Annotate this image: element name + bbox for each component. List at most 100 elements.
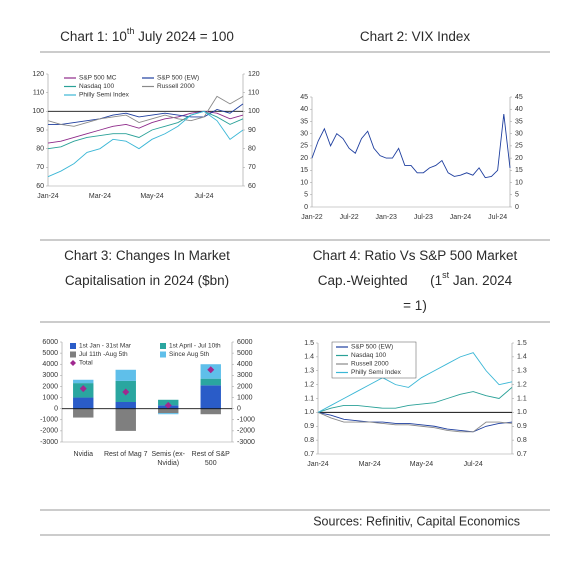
chart-title: = 1) (403, 298, 427, 313)
y-tick-label: 0.7 (304, 451, 314, 458)
title-superscript: th (127, 26, 135, 36)
x-tick-label: Jan-22 (301, 214, 323, 221)
y2-tick-label: 25 (515, 143, 523, 150)
title-text: Chart 1: 10 (60, 29, 127, 44)
y2-tick-label: 1000 (237, 394, 253, 401)
bar-segment (115, 402, 136, 409)
y-tick-label: 1.0 (304, 409, 314, 416)
y2-tick-label: 5000 (237, 350, 253, 357)
legend-label: Russell 2000 (157, 83, 195, 90)
legend-swatch (70, 351, 76, 358)
legend-label: 1st April - Jul 10th (169, 343, 221, 350)
sources: Sources: Refinitiv, Capital Economics (313, 514, 520, 528)
y-tick-label: 5000 (42, 350, 58, 357)
x-tick-label: Jul-24 (464, 461, 483, 468)
total-marker (207, 366, 215, 374)
y-tick-label: 110 (33, 90, 44, 97)
y-tick-label: 15 (300, 167, 308, 174)
bar-segment (200, 408, 221, 415)
legend-label: Nasdaq 100 (79, 83, 114, 90)
title-text: Jan. 2024 (449, 273, 513, 288)
series-line (317, 352, 513, 413)
chart-title: Chart 2: VIX Index (360, 29, 471, 44)
legend-swatch (160, 343, 166, 349)
legend-swatch (70, 343, 76, 349)
total-marker (164, 401, 172, 409)
y2-tick-label: 4000 (237, 361, 253, 368)
chart-title: Chart 3: Changes In Market (64, 248, 230, 263)
y-tick-label: 100 (32, 108, 44, 115)
y-tick-label: 1.3 (304, 368, 314, 375)
x-tick-label: Jul-22 (340, 214, 359, 221)
bar-segment (73, 408, 94, 418)
total-marker (79, 385, 87, 393)
series-line (48, 103, 244, 125)
bar-segment (200, 385, 221, 409)
y-tick-label: 1.4 (304, 354, 314, 361)
y2-tick-label: 100 (248, 108, 260, 115)
y2-tick-label: 3000 (237, 372, 253, 379)
y2-tick-label: 110 (248, 90, 259, 97)
y-tick-label: 0 (304, 204, 308, 211)
legend-swatch (70, 360, 76, 366)
series-line (47, 110, 244, 144)
y-tick-label: 1.2 (304, 381, 314, 388)
chart-title: Chart 1: 10th July 2024 = 100 (60, 26, 234, 43)
y-tick-label: 3000 (42, 372, 58, 379)
y2-tick-label: 1.3 (517, 368, 527, 375)
y2-tick-label: 15 (515, 167, 523, 174)
title-text: Capitalisation in 2024 ($bn) (65, 273, 229, 288)
y-tick-label: 120 (32, 71, 44, 78)
x-tick-label: Jan-24 (450, 214, 472, 221)
y2-tick-label: -1000 (237, 417, 255, 424)
x-tick-label: May-24 (140, 193, 163, 200)
y2-tick-label: 0 (237, 406, 241, 413)
total-marker (122, 388, 130, 396)
legend-label: Philly Semi Index (351, 369, 402, 376)
x-tick-label: Jul-24 (194, 193, 213, 200)
bar-segment (158, 408, 179, 414)
y-tick-label: 80 (36, 146, 44, 153)
chart-title: Capitalisation in 2024 ($bn) (65, 273, 229, 288)
title-text: Cap.-Weighted (1 (318, 273, 442, 288)
x-tick-label: Rest of S&P (192, 451, 230, 458)
y2-tick-label: 80 (248, 146, 256, 153)
bar-segment (73, 379, 94, 384)
y2-tick-label: -3000 (237, 439, 255, 446)
x-tick-label: Mar-24 (89, 193, 111, 200)
y2-tick-label: 2000 (237, 383, 253, 390)
y-tick-label: -3000 (40, 439, 58, 446)
title-text: Chart 2: VIX Index (360, 29, 471, 44)
y2-tick-label: -2000 (237, 428, 255, 435)
chart-title: Chart 4: Ratio Vs S&P 500 Market (313, 248, 518, 263)
x-tick-label: Jan-24 (37, 193, 59, 200)
title-text: Chart 4: Ratio Vs S&P 500 Market (313, 248, 518, 263)
y2-tick-label: 120 (248, 71, 260, 78)
x-tick-label: Semis (ex- (152, 451, 186, 458)
x-tick-label: Jan-24 (307, 461, 329, 468)
legend-label: 1st Jan - 31st Mar (79, 343, 132, 350)
x-tick-label: Rest of Mag 7 (104, 451, 148, 458)
y2-tick-label: 1.1 (517, 395, 527, 402)
title-superscript: st (442, 270, 450, 280)
y2-tick-label: 0 (515, 204, 519, 211)
y2-tick-label: 60 (248, 183, 256, 190)
legend-label: S&P 500 (EW) (157, 75, 199, 82)
y2-tick-label: 1.0 (517, 409, 527, 416)
bar-segment (200, 378, 221, 386)
y2-tick-label: 0.9 (517, 423, 527, 430)
y-tick-label: 0 (54, 406, 58, 413)
y-tick-label: 1.5 (304, 340, 314, 347)
y2-tick-label: 1.4 (517, 354, 527, 361)
legend-label: Total (79, 360, 93, 367)
y2-tick-label: 30 (515, 131, 523, 138)
legend-label: Russell 2000 (351, 361, 389, 368)
y-tick-label: 90 (36, 127, 44, 134)
legend-label: S&P 500 MC (79, 75, 117, 82)
y2-tick-label: 45 (515, 94, 523, 101)
x-tick-label: Jan-23 (376, 214, 398, 221)
y-tick-label: 45 (300, 94, 308, 101)
y-tick-label: 5 (304, 192, 308, 199)
bar-segment (158, 413, 179, 415)
